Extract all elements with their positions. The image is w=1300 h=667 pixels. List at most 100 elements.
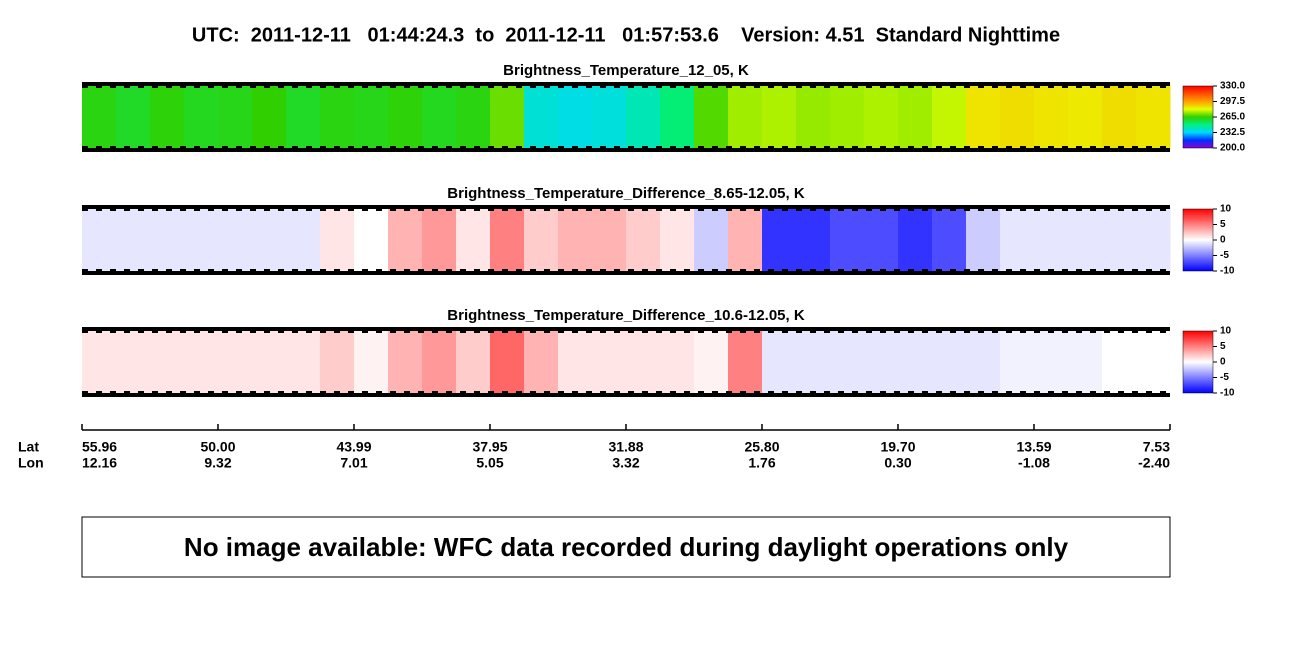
colorbar-tick-label: 200.0 <box>1220 143 1245 154</box>
image-column <box>320 207 355 273</box>
image-column <box>184 329 219 395</box>
image-column <box>524 329 559 395</box>
image-column <box>932 207 967 273</box>
image-column <box>388 329 423 395</box>
image-column <box>898 329 933 395</box>
image-column <box>762 329 797 395</box>
image-column <box>558 207 593 273</box>
image-column <box>150 84 185 150</box>
image-column <box>320 84 355 150</box>
image-column <box>490 207 525 273</box>
image-column <box>1102 329 1137 395</box>
image-column <box>354 207 389 273</box>
image-column <box>422 84 457 150</box>
lon-tick-label: 5.05 <box>476 455 503 471</box>
image-column <box>184 207 219 273</box>
image-column <box>218 329 253 395</box>
colorbar-tick-label: -5 <box>1220 372 1229 383</box>
image-column <box>796 84 831 150</box>
lat-label: Lat <box>18 439 39 455</box>
image-column <box>388 207 423 273</box>
lon-tick-label: 7.01 <box>340 455 367 471</box>
image-column <box>490 84 525 150</box>
image-column <box>626 207 661 273</box>
image-column <box>558 329 593 395</box>
image-column <box>456 84 491 150</box>
image-column <box>660 329 695 395</box>
image-column <box>1136 207 1171 273</box>
image-column <box>966 329 1001 395</box>
colorbar-tick-label: -10 <box>1220 266 1235 277</box>
panel-title: Brightness_Temperature_Difference_8.65-1… <box>447 185 805 202</box>
image-column <box>626 84 661 150</box>
image-column <box>966 84 1001 150</box>
lat-tick-label: 25.80 <box>744 439 779 455</box>
image-column <box>1000 329 1035 395</box>
image-column <box>694 329 729 395</box>
colorbar-tick-label: 5 <box>1220 219 1226 230</box>
image-column <box>830 207 865 273</box>
note-box <box>81 516 1171 578</box>
image-column <box>286 84 321 150</box>
image-column <box>728 84 763 150</box>
image-column <box>1068 207 1103 273</box>
image-column <box>1102 84 1137 150</box>
lon-tick-label: 12.16 <box>82 455 117 471</box>
image-column <box>592 329 627 395</box>
image-column <box>150 329 185 395</box>
lat-tick-label: 31.88 <box>608 439 643 455</box>
colorbar-tick-label: 232.5 <box>1220 127 1245 138</box>
image-column <box>558 84 593 150</box>
image-column <box>1102 207 1137 273</box>
panel-title: Brightness_Temperature_12_05, K <box>503 62 749 79</box>
image-column <box>82 84 117 150</box>
colorbar-tick-label: 0 <box>1220 357 1226 368</box>
chart-title: UTC: 2011-12-11 01:44:24.3 to 2011-12-11… <box>192 24 1060 46</box>
image-column <box>898 207 933 273</box>
image-column <box>422 207 457 273</box>
lon-tick-label: 9.32 <box>204 455 231 471</box>
colorbar-tick-label: 5 <box>1220 341 1226 352</box>
image-column <box>932 329 967 395</box>
image-column <box>184 84 219 150</box>
image-column <box>252 329 287 395</box>
lat-tick-label: 19.70 <box>880 439 915 455</box>
image-column <box>932 84 967 150</box>
image-column <box>898 84 933 150</box>
image-column <box>592 84 627 150</box>
image-column <box>252 207 287 273</box>
lat-tick-label: 55.96 <box>82 439 117 455</box>
colorbar-tick-label: 10 <box>1220 326 1232 337</box>
colorbar <box>1182 330 1214 394</box>
image-column <box>82 207 117 273</box>
image-column <box>354 329 389 395</box>
lat-tick-label: 13.59 <box>1016 439 1051 455</box>
lon-label: Lon <box>18 455 44 471</box>
image-column <box>1034 84 1069 150</box>
image-column <box>694 207 729 273</box>
image-column <box>1034 329 1069 395</box>
image-column <box>456 207 491 273</box>
image-column <box>286 207 321 273</box>
image-column <box>762 84 797 150</box>
lon-tick-label: -1.08 <box>1018 455 1050 471</box>
lon-tick-label: -2.40 <box>1138 455 1170 471</box>
image-column <box>354 84 389 150</box>
image-column <box>218 84 253 150</box>
image-column <box>1136 329 1171 395</box>
image-column <box>1034 207 1069 273</box>
colorbar-tick-label: -10 <box>1220 388 1235 399</box>
lon-tick-label: 1.76 <box>748 455 775 471</box>
colorbar-tick-label: 297.5 <box>1220 96 1245 107</box>
lat-tick-label: 43.99 <box>336 439 371 455</box>
image-column <box>456 329 491 395</box>
image-column <box>660 207 695 273</box>
colorbar <box>1182 85 1214 149</box>
image-column <box>864 329 899 395</box>
image-column <box>116 329 151 395</box>
image-column <box>660 84 695 150</box>
note: No image available: WFC data recorded du… <box>184 532 1069 562</box>
image-column <box>1068 84 1103 150</box>
image-column <box>1000 84 1035 150</box>
